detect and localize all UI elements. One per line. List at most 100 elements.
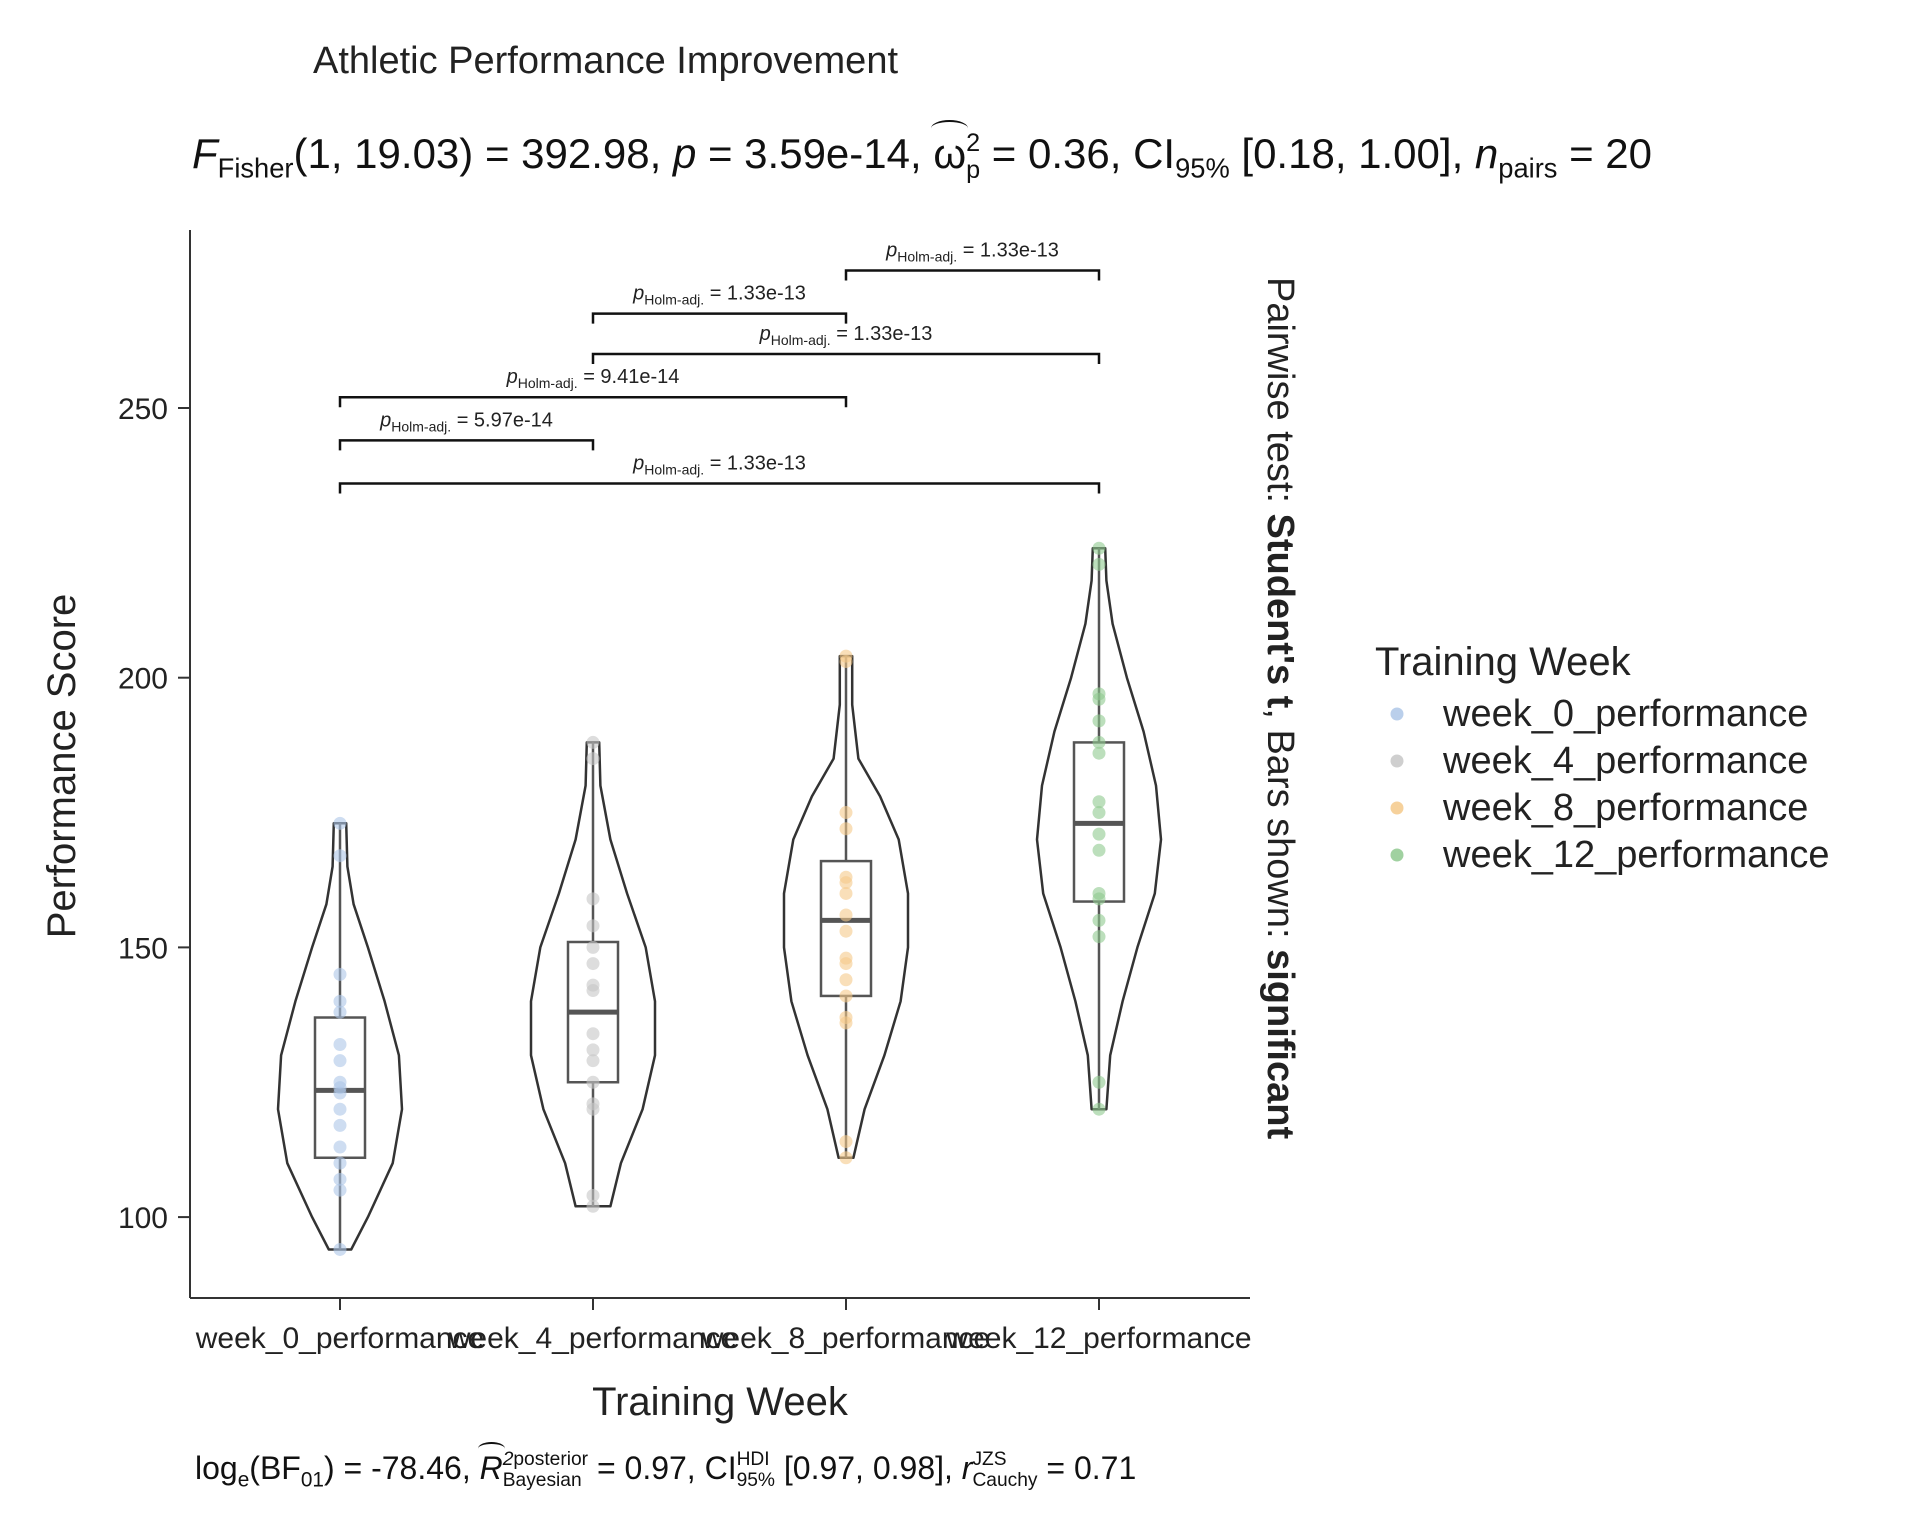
data-point [586,1075,600,1089]
significance-bracket [591,352,1101,365]
significance-bracket [338,439,595,451]
data-point [333,1140,347,1154]
f-label: F [192,130,218,177]
x-tick-label: week_4_performance [448,1322,738,1355]
r2-sup-b: posterior [513,1449,589,1471]
data-point [1092,746,1106,760]
bracket-label-sub: Holm-adj. [644,292,704,308]
data-point [839,870,853,884]
bracket-label-sub: Holm-adj. [897,248,957,264]
bracket-label: pHolm-adj. = 1.33e-13 [885,239,1059,264]
data-point [586,919,600,933]
data-point [586,1097,600,1111]
omega-value: = 0.36, CI [980,130,1176,177]
f-args: (1, 19.03) [293,130,474,177]
r2-sup-a: 2 [502,1449,514,1471]
omega-sup: 2 [966,129,981,158]
legend-label: week_0_performance [1442,693,1808,735]
ci-sub: 95% [736,1469,775,1491]
bracket-label-p: p [632,283,644,305]
y-tick-label: 250 [118,393,168,426]
data-point [586,940,600,954]
data-point [586,752,600,766]
data-point [333,1102,347,1116]
data-point [333,1037,347,1051]
y-tick-label: 200 [118,663,168,696]
f-value: = 392.98, [473,130,673,177]
data-point [839,1151,853,1165]
bracket-label-value: = 1.33e-13 [704,453,806,475]
y-axis-label: Performance Score [40,594,84,939]
data-point [586,1027,600,1041]
r2-value: = 0.97, CI [588,1450,737,1486]
x-axis-label: Training Week [592,1380,849,1424]
legend-key [1390,707,1404,721]
data-point [586,1054,600,1068]
omega-symbol: ω [931,119,968,177]
bracket-label-p: p [506,366,518,388]
legend-label: week_4_performance [1442,740,1808,782]
ci-value: [0.97, 0.98], [774,1450,962,1486]
x-tick-label: week_8_performance [701,1322,991,1355]
data-point [1092,827,1106,841]
n-sub: pairs [1498,152,1558,184]
data-point [1092,557,1106,571]
legend-entries: week_0_performance week_4_performanceweek… [1390,693,1830,876]
legend-key [1390,801,1404,815]
significance-bracket [338,395,848,408]
data-point [1092,843,1106,857]
bracket-label-value: = 1.33e-13 [831,323,933,345]
bracket-label-value: = 1.33e-13 [957,239,1059,261]
data-point [1092,930,1106,944]
bracket-label-sub: Holm-adj. [391,418,451,434]
data-point [333,849,347,863]
data-point [333,816,347,830]
bracket-label: pHolm-adj. = 5.97e-14 [379,409,553,434]
bf-label: (BF [249,1450,301,1486]
r2-sup: 2posterior [503,1450,588,1470]
pairwise-prefix: Pairwise test: [1259,277,1301,514]
data-point [333,1242,347,1256]
data-point [1092,687,1106,701]
data-point [839,806,853,820]
significance-bracket [338,482,1101,494]
data-point [586,1199,600,1213]
legend-key [1390,754,1404,768]
significance-bracket [591,312,848,324]
data-point [1092,806,1106,820]
data-point [839,1011,853,1025]
bracket-label-sub: Holm-adj. [644,462,704,478]
n-label: n [1474,130,1499,177]
log-label: log [195,1450,238,1486]
y-tick-label: 150 [118,932,168,965]
bracket-label-sub: Holm-adj. [518,375,578,391]
data-point [839,973,853,987]
legend: Training Week week_0_performance week_4_p… [1375,640,1830,876]
data-point [586,1189,600,1203]
data-point [333,1172,347,1186]
data-point [839,989,853,1003]
ci-scripts: HDI 95% [737,1450,775,1490]
data-point [839,951,853,965]
data-point [586,735,600,749]
ci-value: [0.18, 1.00], [1229,130,1475,177]
r-sup: JZS [972,1449,1007,1471]
chart-caption: loge(BF01) = -78.46, R 2posterior Bayesian… [195,1442,1136,1492]
legend-label: week_12_performance [1442,834,1830,876]
significance-bracket [844,269,1101,281]
bracket-label-p: p [885,239,897,261]
bracket-label-value: = 5.97e-14 [451,409,553,431]
pairwise-test-name: Student's t [1259,514,1301,709]
data-point [586,957,600,971]
bracket-label: pHolm-adj. = 1.33e-13 [632,453,806,478]
r2-label: R [477,1442,505,1486]
data-point [839,924,853,938]
x-tick-label: week_0_performance [195,1322,485,1355]
bracket-label: pHolm-adj. = 1.33e-13 [632,283,806,308]
data-point [1092,714,1106,728]
pairwise-test-label: Pairwise test: Student's t, Bars shown: … [1259,277,1301,1139]
r-label: r [961,1450,973,1486]
x-tick-label: week_12_performance [945,1322,1251,1355]
